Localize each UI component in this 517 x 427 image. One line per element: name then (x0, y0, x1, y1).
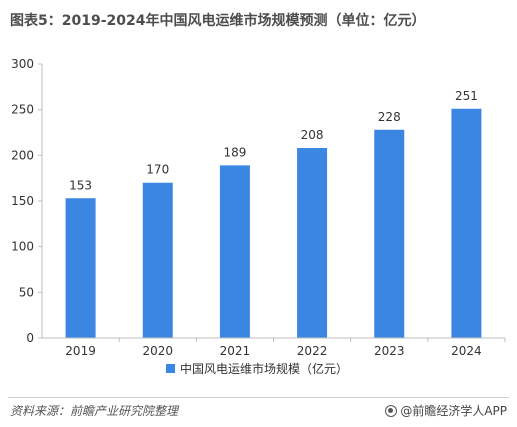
bar (297, 148, 328, 338)
data-label: 228 (378, 110, 401, 124)
data-label: 208 (301, 128, 324, 142)
y-tick-label: 100 (11, 240, 34, 254)
chart-title: 图表5：2019-2024年中国风电运维市场规模预测（单位：亿元） (10, 13, 426, 29)
source-note: 资料来源：前瞻产业研究院整理 (10, 404, 179, 418)
x-tick-label: 2023 (374, 344, 405, 358)
legend: 中国风电运维市场规模（亿元） (166, 361, 348, 376)
legend-swatch (166, 364, 175, 373)
footer-divider (8, 397, 509, 398)
y-tick-label: 150 (11, 194, 34, 208)
bar (142, 182, 173, 338)
y-tick-label: 250 (11, 103, 34, 117)
bar (65, 198, 96, 338)
bar (219, 165, 250, 338)
data-label: 153 (69, 178, 92, 192)
y-tick-label: 50 (19, 285, 34, 299)
x-axis: 2019 2020 2021 2022 2023 2024 (42, 337, 506, 358)
bar (374, 129, 405, 338)
x-tick-label: 2019 (65, 344, 96, 358)
bar (451, 108, 482, 339)
data-label: 251 (455, 89, 478, 103)
x-tick-label: 2021 (220, 344, 251, 358)
brand-credit: @前瞻经济学人APP (385, 402, 507, 419)
y-tick-label: 300 (11, 57, 34, 71)
y-tick-label: 200 (11, 148, 34, 162)
brand-label: @前瞻经济学人APP (400, 404, 507, 418)
legend-label: 中国风电运维市场规模（亿元） (180, 361, 348, 376)
x-tick-label: 2020 (142, 344, 173, 358)
x-tick-label: 2024 (451, 344, 482, 358)
y-axis: 0 50 100 150 200 250 300 (11, 57, 43, 345)
data-label: 170 (146, 163, 169, 177)
brand-logo-icon (385, 404, 398, 417)
bars: 153 170 189 208 228 251 (65, 89, 482, 339)
data-label: 189 (223, 145, 246, 159)
x-tick-label: 2022 (297, 344, 328, 358)
y-tick-label: 0 (26, 331, 34, 345)
